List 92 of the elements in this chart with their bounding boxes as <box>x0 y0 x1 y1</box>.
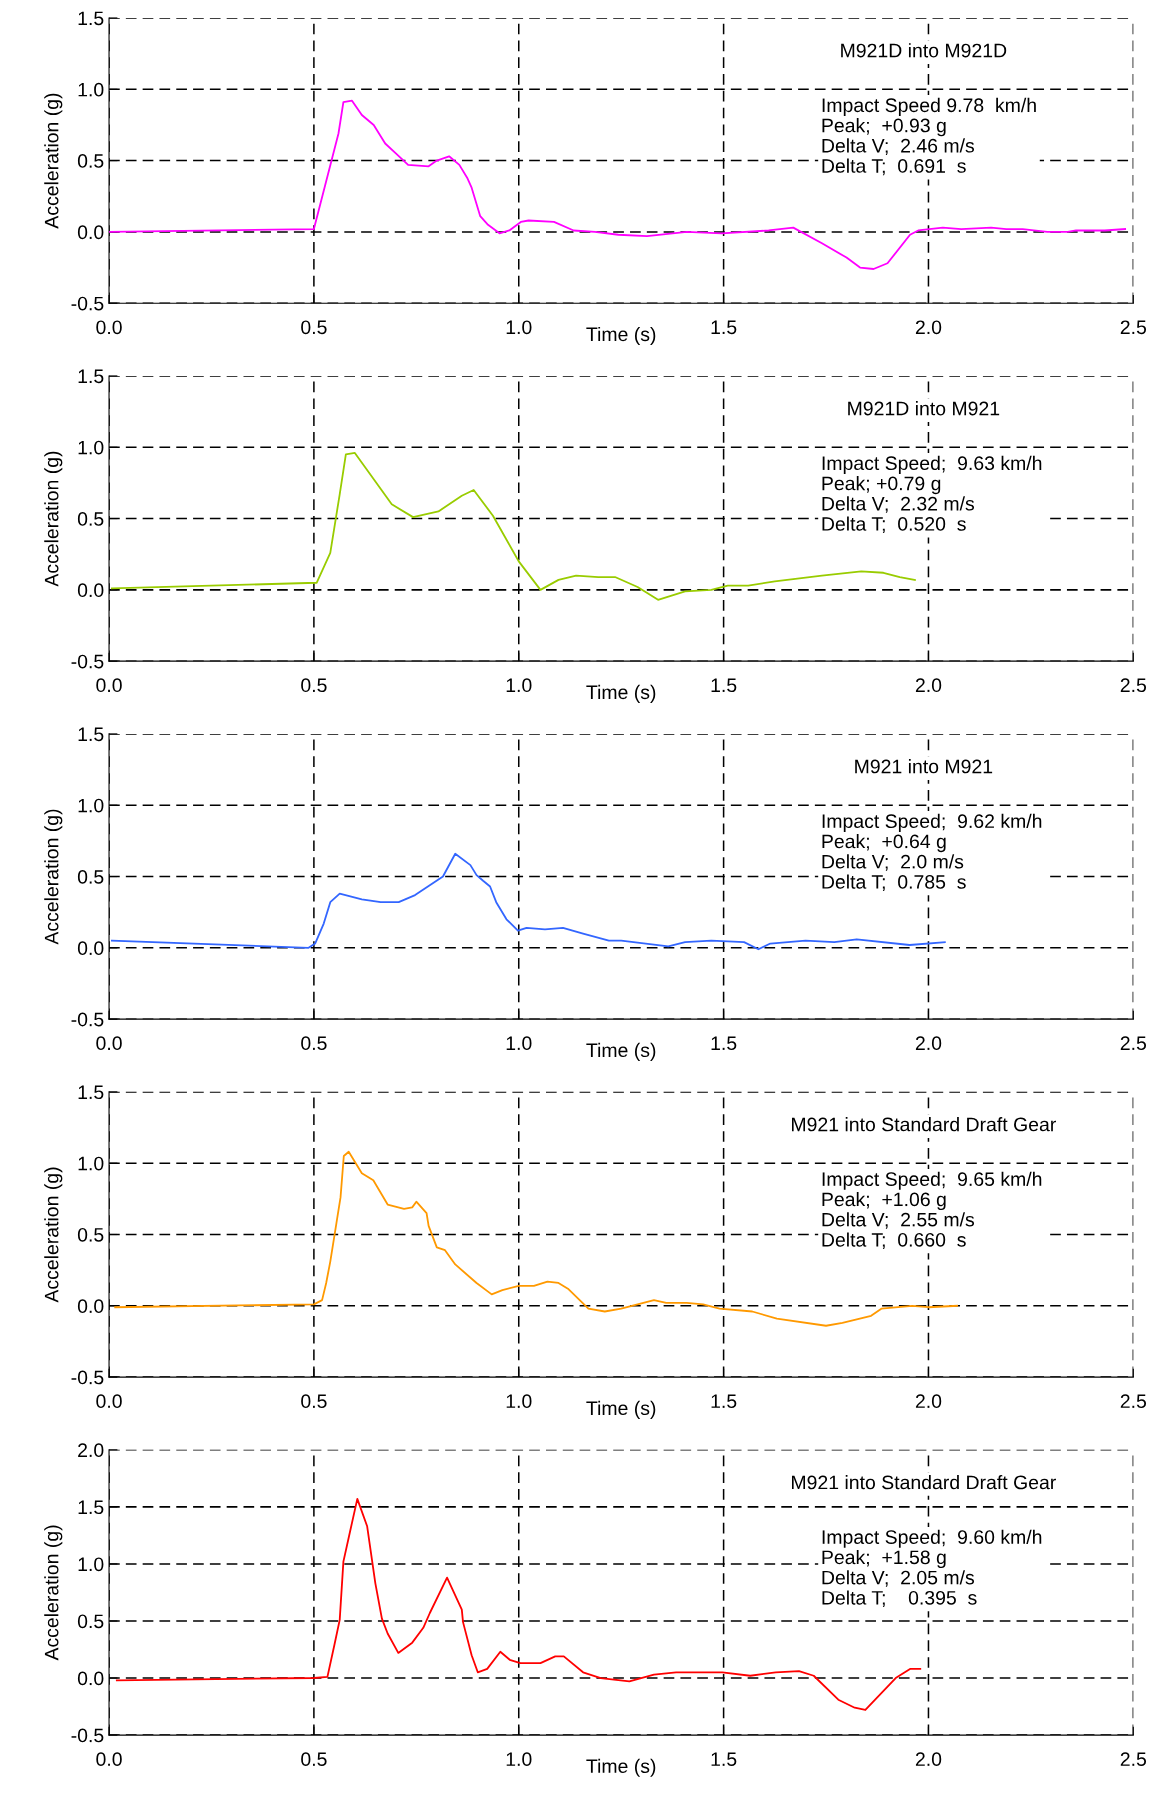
y-tick-label: 0.0 <box>77 1299 104 1314</box>
y-axis-title: Acceleration (g) <box>44 451 63 587</box>
x-tick-label: 2.0 <box>915 678 942 693</box>
x-tick-label: 1.5 <box>711 320 737 335</box>
x-tick-label: 0.0 <box>96 678 122 693</box>
x-tick-label: 2.5 <box>1120 1752 1147 1767</box>
annotation: Delta T; 0.785 s <box>822 874 966 892</box>
x-tick-label: 2.0 <box>915 1752 942 1767</box>
annotation: Impact Speed; 9.63 km/h <box>822 455 1042 474</box>
y-tick-label: 1.0 <box>78 1557 104 1572</box>
annotation: Delta V; 2.0 m/s <box>822 854 964 871</box>
annotation: Peak; +1.06 g <box>822 1191 946 1211</box>
x-tick-label: 1.0 <box>506 1394 532 1409</box>
annotation: Delta V; 2.55 m/s <box>822 1212 975 1229</box>
y-tick-label: -0.5 <box>71 296 104 311</box>
annotation: Peak; +0.93 g <box>822 118 946 137</box>
x-axis-title: Time (s) <box>586 684 656 703</box>
x-tick-label: 2.0 <box>915 1036 942 1051</box>
x-tick-label: 1.5 <box>711 678 737 693</box>
x-tick-label: 1.0 <box>506 1036 532 1051</box>
annotation: Delta V; 2.32 m/s <box>822 496 975 513</box>
annotation: Impact Speed; 9.65 km/h <box>822 1171 1042 1190</box>
x-tick-label: 0.5 <box>301 320 327 335</box>
x-axis-title: Time (s) <box>586 1758 656 1777</box>
y-tick-label: 1.0 <box>78 82 104 97</box>
x-tick-label: 1.5 <box>711 1394 737 1409</box>
annotation: Delta T; 0.691 s <box>822 158 966 176</box>
annotation: Impact Speed 9.78 km/h <box>822 97 1036 116</box>
annotation: Delta V; 2.05 m/s <box>822 1570 975 1587</box>
x-tick-label: 2.0 <box>915 320 942 335</box>
annotation: Delta T; 0.395 s <box>822 1590 977 1607</box>
y-tick-label: 1.5 <box>78 369 104 384</box>
y-tick-label: 0.5 <box>77 869 104 884</box>
annotation: Peak; +0.79 g <box>822 476 941 495</box>
y-tick-label: -0.5 <box>71 1728 104 1743</box>
y-axis-title: Acceleration (g) <box>44 1167 63 1303</box>
y-tick-label: 1.5 <box>78 1500 104 1515</box>
y-tick-label: 0.5 <box>77 1227 104 1242</box>
annotation: Delta T; 0.520 s <box>822 516 966 534</box>
x-tick-label: 0.5 <box>301 1036 327 1051</box>
x-axis-title: Time (s) <box>586 1400 656 1419</box>
y-tick-label: -0.5 <box>71 654 104 669</box>
annotation: Delta V; 2.46 m/s <box>822 138 975 155</box>
x-tick-label: 0.5 <box>301 1752 327 1767</box>
x-tick-label: 2.5 <box>1120 1036 1147 1051</box>
annotation: Peak; +0.64 g <box>822 834 946 853</box>
line-series <box>109 99 1127 270</box>
y-axis-title: Acceleration (g) <box>44 1525 63 1661</box>
annotation: Delta T; 0.660 s <box>822 1232 966 1250</box>
x-tick-label: 2.5 <box>1120 1394 1147 1409</box>
y-tick-label: 0.5 <box>77 154 104 168</box>
x-tick-label: 1.0 <box>506 1752 532 1767</box>
x-tick-label: 0.0 <box>96 320 122 335</box>
annotation: Peak; +1.58 g <box>822 1549 946 1569</box>
text: M921D into M921 <box>848 401 1000 416</box>
y-tick-label: 1.0 <box>78 798 104 813</box>
y-tick-label: 1.0 <box>78 440 104 455</box>
y-tick-label: 1.5 <box>78 727 104 742</box>
y-axis-title: Acceleration (g) <box>44 809 63 945</box>
x-tick-label: 0.0 <box>96 1752 122 1767</box>
text: M921 into Standard Draft Gear <box>792 1117 1056 1132</box>
x-tick-label: 2.5 <box>1120 320 1147 335</box>
y-tick-label: 0.0 <box>77 1671 104 1686</box>
y-axis-title: Acceleration (g) <box>44 93 63 229</box>
x-axis-title: Time (s) <box>586 1042 656 1061</box>
y-tick-label: 0.0 <box>77 225 104 240</box>
text: M921 into Standard Draft Gear <box>792 1475 1056 1490</box>
y-tick-label: -0.5 <box>71 1370 104 1385</box>
x-tick-label: 2.0 <box>915 1394 942 1409</box>
text: M921 into M921 <box>855 759 993 774</box>
y-tick-label: 2.0 <box>78 1443 104 1458</box>
text: M921D into M921D <box>841 43 1007 58</box>
y-tick-label: 1.0 <box>78 1156 104 1171</box>
y-tick-label: 1.5 <box>78 11 104 26</box>
x-tick-label: 0.0 <box>96 1394 122 1409</box>
y-tick-label: 0.5 <box>77 512 104 526</box>
y-tick-label: 0.0 <box>77 583 104 598</box>
x-tick-label: 1.0 <box>506 678 532 693</box>
x-tick-label: 0.0 <box>96 1036 122 1051</box>
x-tick-label: 1.0 <box>506 320 532 335</box>
y-tick-label: 0.0 <box>77 941 104 956</box>
y-tick-label: -0.5 <box>71 1012 104 1027</box>
y-tick-label: 0.5 <box>77 1614 104 1629</box>
x-tick-label: 2.5 <box>1120 678 1147 693</box>
x-tick-label: 0.5 <box>301 678 327 693</box>
x-tick-label: 1.5 <box>711 1036 737 1051</box>
x-tick-label: 0.5 <box>301 1394 327 1409</box>
annotation: Impact Speed; 9.62 km/h <box>822 813 1042 832</box>
annotation: Impact Speed; 9.60 km/h <box>822 1529 1042 1548</box>
x-tick-label: 1.5 <box>711 1752 737 1767</box>
y-tick-label: 1.5 <box>78 1085 104 1100</box>
x-axis-title: Time (s) <box>586 326 656 346</box>
